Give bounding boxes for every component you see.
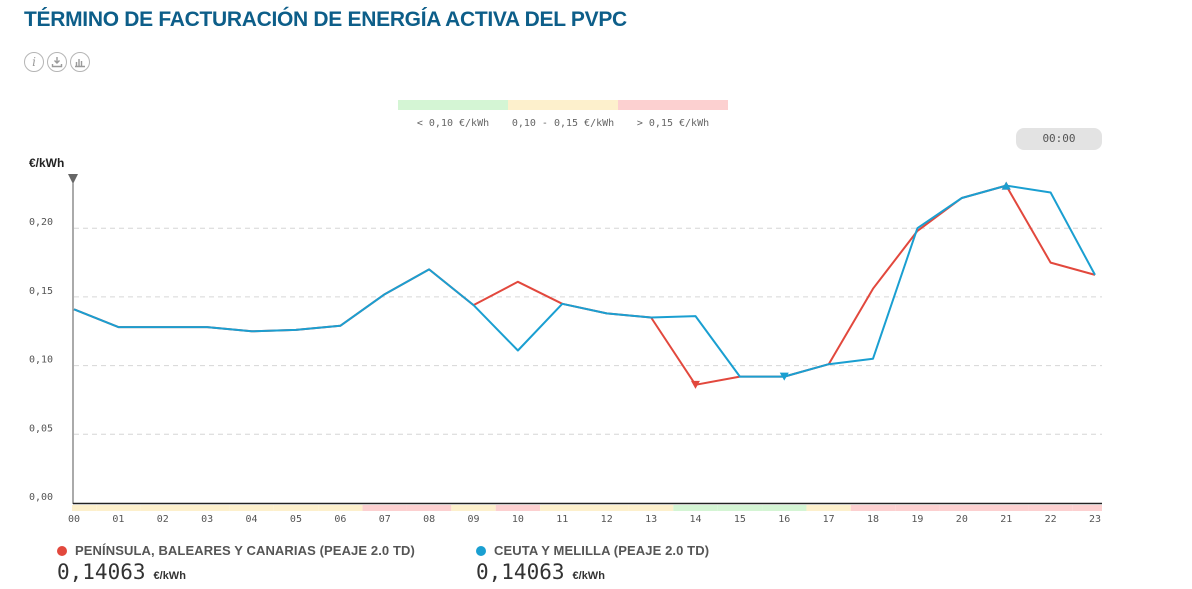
band-label-high: > 0,15 €/kWh (637, 118, 709, 129)
hour-band-10 (495, 505, 541, 511)
info-icon[interactable]: i (24, 52, 44, 72)
x-tick-label: 22 (1045, 514, 1057, 525)
x-tick-label: 23 (1089, 514, 1101, 525)
legend-dot-peninsula (57, 545, 67, 556)
band-swatch-high (618, 100, 728, 110)
hour-band-17 (806, 505, 851, 511)
info-glyph: i (32, 55, 36, 69)
hour-band-20 (939, 505, 985, 511)
hour-band-19 (895, 505, 940, 511)
x-tick-label: 06 (334, 514, 346, 525)
hour-band-15 (717, 505, 763, 511)
x-tick-label: 12 (601, 514, 613, 525)
series-lines (73, 184, 1096, 386)
chart-icon[interactable] (70, 52, 90, 72)
legend-dot-ceuta-melilla (476, 545, 486, 556)
extreme-markers (690, 181, 1011, 389)
max-marker-0 (1001, 181, 1011, 190)
x-tick-label: 13 (645, 514, 657, 525)
hour-band-07 (362, 505, 407, 511)
y-tick-label: 0,00 (29, 492, 53, 503)
x-tick-label: 05 (290, 514, 302, 525)
legend-label-peninsula: PENÍNSULA, BALEARES Y CANARIAS (PEAJE 2.… (75, 543, 415, 558)
legend-ceuta-melilla: CEUTA Y MELILLA (PEAJE 2.0 TD) 0,14063 €… (476, 543, 709, 584)
hour-band-04 (229, 505, 274, 511)
download-icon[interactable] (47, 52, 67, 72)
x-tick-label: 01 (112, 514, 124, 525)
min-marker-0 (690, 380, 700, 389)
x-tick-label: 09 (467, 514, 479, 525)
y-tick-label: 0,20 (29, 217, 53, 228)
x-tick-label: 04 (246, 514, 258, 525)
current-price-ceuta-melilla: 0,14063 (476, 560, 565, 584)
band-swatch-mid (508, 100, 618, 110)
current-price-peninsula: 0,14063 (57, 560, 146, 584)
hour-band-22 (1028, 505, 1073, 511)
series-line-0 (73, 184, 1096, 386)
hour-band-00 (72, 505, 97, 511)
y-axis-label: €/kWh (29, 156, 64, 170)
hour-band-09 (451, 505, 496, 511)
x-tick-label: 07 (379, 514, 391, 525)
hour-band-06 (318, 505, 363, 511)
band-label-mid: 0,10 - 0,15 €/kWh (512, 118, 614, 129)
x-tick-label: 17 (823, 514, 835, 525)
x-tick-label: 16 (778, 514, 790, 525)
hour-band-13 (628, 505, 674, 511)
grid (74, 227, 1102, 435)
x-tick-label: 11 (556, 514, 568, 525)
hour-band-11 (540, 505, 585, 511)
hour-band-08 (406, 505, 452, 511)
hour-band-01 (96, 505, 141, 511)
hour-band-18 (850, 505, 896, 511)
x-tick-label: 21 (1000, 514, 1012, 525)
hour-band-12 (584, 505, 629, 511)
min-marker-1 (779, 372, 789, 381)
band-swatch-low (398, 100, 508, 110)
x-tick-label: 02 (157, 514, 169, 525)
y-tick-label: 0,05 (29, 423, 53, 434)
price-unit-peninsula: €/kWh (153, 570, 186, 582)
hour-band-14 (673, 505, 718, 511)
x-axis-ticks: 00 01 02 03 04 05 06 07 08 09 10 11 12 13 14 15 16 17 18 19… (68, 514, 1101, 525)
chart-toolbar: i (24, 52, 90, 72)
price-band-legend: < 0,10 €/kWh 0,10 - 0,15 €/kWh > 0,15 €/… (398, 100, 728, 129)
legend-label-ceuta-melilla: CEUTA Y MELILLA (PEAJE 2.0 TD) (494, 543, 710, 558)
x-tick-label: 19 (911, 514, 923, 525)
time-selector[interactable]: 00:00 (1016, 128, 1102, 150)
x-tick-label: 10 (512, 514, 524, 525)
hour-band-05 (273, 505, 319, 511)
price-unit-ceuta-melilla: €/kWh (572, 570, 605, 582)
page-title: TÉRMINO DE FACTURACIÓN DE ENERGÍA ACTIVA… (24, 8, 627, 31)
y-axis-arrow (68, 174, 78, 184)
series-line-1 (73, 184, 1096, 378)
x-tick-label: 18 (867, 514, 879, 525)
x-tick-label: 00 (68, 514, 80, 525)
x-tick-label: 03 (201, 514, 213, 525)
axes (68, 174, 1102, 505)
y-tick-label: 0,15 (29, 286, 53, 297)
x-tick-label: 15 (734, 514, 746, 525)
hour-band-16 (762, 505, 807, 511)
max-marker-1 (1001, 181, 1011, 190)
y-axis-ticks: 0,00 0,05 0,10 0,15 0,20 (29, 217, 53, 503)
hour-band-21 (984, 505, 1029, 511)
x-tick-label: 14 (689, 514, 701, 525)
y-tick-label: 0,10 (29, 355, 53, 366)
band-label-low: < 0,10 €/kWh (417, 118, 489, 129)
x-tick-label: 08 (423, 514, 435, 525)
hour-band-23 (1072, 505, 1102, 511)
hour-price-bands (72, 505, 1102, 511)
x-tick-label: 20 (956, 514, 968, 525)
hour-band-02 (140, 505, 185, 511)
legend-peninsula: PENÍNSULA, BALEARES Y CANARIAS (PEAJE 2.… (57, 543, 415, 584)
hour-band-03 (184, 505, 230, 511)
